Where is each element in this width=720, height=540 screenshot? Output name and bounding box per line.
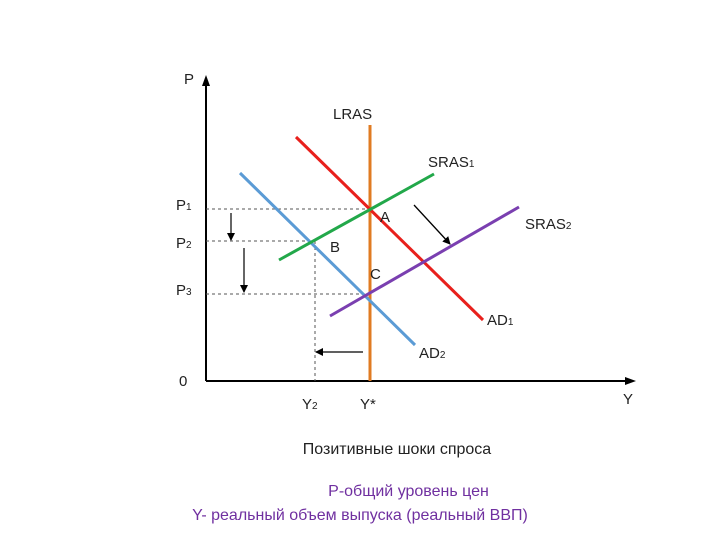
ad1-label: AD1 [487, 312, 514, 329]
x-axis-label: Y [623, 391, 633, 408]
y-axis-label: P [184, 71, 194, 88]
sras2-label: SRAS2 [525, 216, 572, 233]
ad2-line [238, 171, 417, 347]
y-axis-arrow-icon [202, 75, 210, 86]
ad1-line [294, 135, 485, 322]
x-axis-arrow-icon [625, 377, 636, 385]
point-b-label: B [330, 239, 340, 256]
lras-label: LRAS [333, 106, 372, 123]
diagram: P Y 0 P1 P2 P3 Y2 Y* LRAS SRAS1 SRAS2 AD… [176, 71, 636, 413]
guide-lines [206, 208, 370, 381]
price-level-p1: P1 [176, 197, 192, 214]
point-c-label: C [370, 266, 381, 283]
sras1-label: SRAS1 [428, 154, 475, 171]
origin-label: 0 [179, 373, 187, 390]
caption-title: Позитивные шоки спроса [302, 441, 492, 458]
output-level-ystar: Y* [360, 396, 376, 413]
legend-line-price: P-общий уровень цен [328, 483, 489, 500]
price-level-p2: P2 [176, 235, 192, 252]
sras2-line [329, 205, 520, 318]
caption-legend: P-общий уровень цен Y- реальный объем вы… [0, 480, 720, 528]
price-level-p3: P3 [176, 282, 192, 299]
sras1-line [278, 172, 435, 262]
ad2-label: AD2 [419, 345, 446, 362]
point-a-label: A [380, 209, 390, 226]
output-level-y2: Y2 [302, 396, 318, 413]
sras-shift-arrow-icon [413, 204, 451, 245]
legend-line-output: Y- реальный объем выпуска (реальный ВВП) [192, 507, 528, 524]
